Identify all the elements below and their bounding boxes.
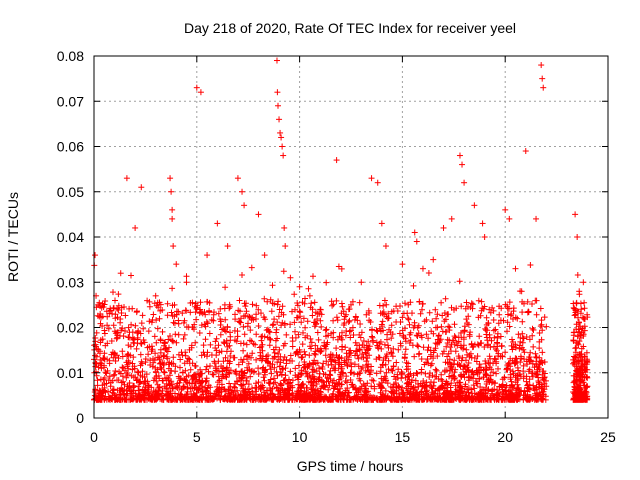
data-point xyxy=(117,270,124,277)
chart-title: Day 218 of 2020, Rate Of TEC Index for r… xyxy=(184,20,516,36)
x-tick-label: 25 xyxy=(600,429,616,445)
data-point xyxy=(168,188,175,195)
data-point xyxy=(279,143,286,150)
data-point xyxy=(173,261,180,268)
y-tick-label: 0.07 xyxy=(57,93,84,109)
data-point xyxy=(169,215,176,222)
data-point xyxy=(522,148,529,155)
data-point xyxy=(274,89,281,96)
data-point xyxy=(296,283,303,290)
data-point xyxy=(378,220,385,227)
x-tick-label: 0 xyxy=(90,429,98,445)
data-point xyxy=(538,62,545,69)
data-point xyxy=(97,310,104,317)
x-tick-label: 20 xyxy=(497,429,513,445)
data-points xyxy=(91,57,591,403)
data-point xyxy=(448,215,455,222)
data-point xyxy=(512,265,519,272)
data-point xyxy=(413,238,420,245)
data-point xyxy=(572,211,579,218)
data-point xyxy=(461,179,468,186)
data-point xyxy=(333,157,340,164)
data-point xyxy=(224,243,231,250)
data-point xyxy=(533,215,540,222)
data-point xyxy=(138,184,145,191)
data-point xyxy=(276,116,283,123)
data-point xyxy=(278,134,285,141)
data-point xyxy=(167,175,174,182)
data-point xyxy=(95,301,102,308)
plot-frame xyxy=(93,55,609,419)
data-point xyxy=(92,252,99,259)
data-point xyxy=(471,202,478,209)
y-tick-label: 0.01 xyxy=(57,365,84,381)
data-point xyxy=(481,234,488,240)
y-tick-label: 0.06 xyxy=(57,139,84,155)
data-point xyxy=(399,261,406,268)
data-point xyxy=(368,175,375,182)
data-point xyxy=(459,161,466,168)
data-point xyxy=(419,265,426,272)
data-point xyxy=(502,206,509,213)
y-tick-label: 0.04 xyxy=(57,229,84,245)
data-point xyxy=(479,220,486,227)
data-point xyxy=(280,152,287,159)
y-tick-label: 0 xyxy=(76,410,84,426)
data-point xyxy=(277,129,284,136)
data-point xyxy=(430,256,437,263)
data-point xyxy=(169,206,176,213)
x-axis-title: GPS time / hours xyxy=(297,458,404,474)
data-point xyxy=(574,234,581,240)
data-point xyxy=(193,84,200,91)
data-point xyxy=(282,243,289,250)
data-point xyxy=(152,292,159,299)
data-point xyxy=(241,202,248,209)
data-point xyxy=(456,152,463,159)
data-point xyxy=(539,75,546,82)
data-point xyxy=(306,292,313,299)
data-point xyxy=(281,224,288,231)
data-point xyxy=(506,215,513,222)
axis-ticks: 0 5 10 15 20 25 0 0.01 0.02 0.03 0.04 0.05 0.06 0.07 0… xyxy=(57,48,616,445)
data-point xyxy=(255,211,262,218)
data-point xyxy=(348,301,354,308)
data-point xyxy=(123,175,130,182)
data-point xyxy=(170,243,177,250)
data-point xyxy=(411,229,418,236)
data-point xyxy=(374,179,381,186)
y-tick-label: 0.08 xyxy=(57,48,84,64)
data-point xyxy=(275,102,282,109)
y-tick-label: 0.03 xyxy=(57,274,84,290)
data-point xyxy=(234,175,241,182)
data-point xyxy=(358,279,365,286)
data-point xyxy=(132,224,139,231)
data-point xyxy=(183,279,190,286)
data-point xyxy=(273,57,280,64)
x-tick-label: 10 xyxy=(292,429,308,445)
data-point xyxy=(576,288,583,295)
data-point xyxy=(440,224,447,231)
dense-point-cloud xyxy=(91,262,591,403)
data-point xyxy=(317,306,324,313)
x-tick-label: 5 xyxy=(193,429,201,445)
y-tick-label: 0.02 xyxy=(57,320,84,336)
data-point xyxy=(204,252,211,259)
data-point xyxy=(518,288,525,295)
data-point xyxy=(197,89,204,96)
data-point xyxy=(540,84,547,91)
data-point xyxy=(580,279,587,286)
data-point xyxy=(214,220,221,227)
x-tick-label: 15 xyxy=(395,429,411,445)
y-axis-title: ROTI / TECUs xyxy=(5,192,21,282)
data-point xyxy=(261,252,268,259)
y-tick-label: 0.05 xyxy=(57,184,84,200)
data-point xyxy=(382,243,389,250)
data-point xyxy=(239,188,246,195)
